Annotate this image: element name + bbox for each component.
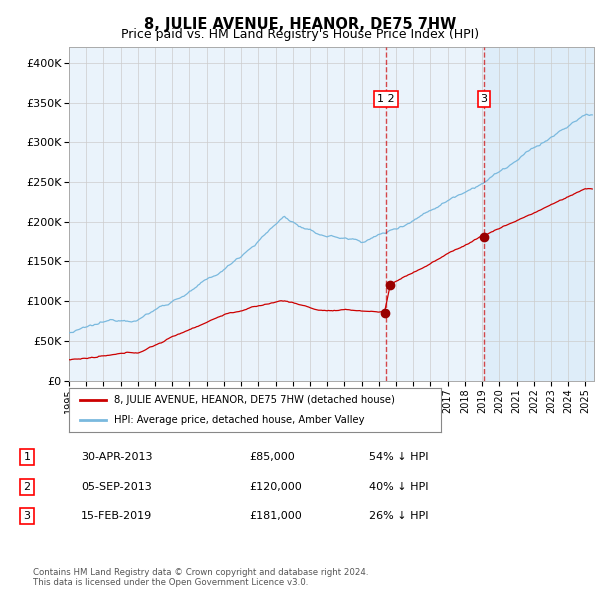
Text: 1: 1 [23,453,31,462]
Text: Contains HM Land Registry data © Crown copyright and database right 2024.
This d: Contains HM Land Registry data © Crown c… [33,568,368,587]
Text: 8, JULIE AVENUE, HEANOR, DE75 7HW: 8, JULIE AVENUE, HEANOR, DE75 7HW [144,17,456,31]
Text: 3: 3 [23,512,31,521]
Bar [484,47,594,381]
Text: 2: 2 [23,482,31,491]
Text: 40% ↓ HPI: 40% ↓ HPI [369,482,428,491]
Text: £120,000: £120,000 [249,482,302,491]
Text: 1 2: 1 2 [377,94,395,104]
Text: Price paid vs. HM Land Registry's House Price Index (HPI): Price paid vs. HM Land Registry's House … [121,28,479,41]
Text: 15-FEB-2019: 15-FEB-2019 [81,512,152,521]
Text: 54% ↓ HPI: 54% ↓ HPI [369,453,428,462]
Text: 3: 3 [481,94,488,104]
Text: £181,000: £181,000 [249,512,302,521]
Text: 30-APR-2013: 30-APR-2013 [81,453,152,462]
Text: 8, JULIE AVENUE, HEANOR, DE75 7HW (detached house): 8, JULIE AVENUE, HEANOR, DE75 7HW (detac… [113,395,395,405]
Text: 26% ↓ HPI: 26% ↓ HPI [369,512,428,521]
Text: £85,000: £85,000 [249,453,295,462]
Text: 05-SEP-2013: 05-SEP-2013 [81,482,152,491]
Text: HPI: Average price, detached house, Amber Valley: HPI: Average price, detached house, Ambe… [113,415,364,425]
